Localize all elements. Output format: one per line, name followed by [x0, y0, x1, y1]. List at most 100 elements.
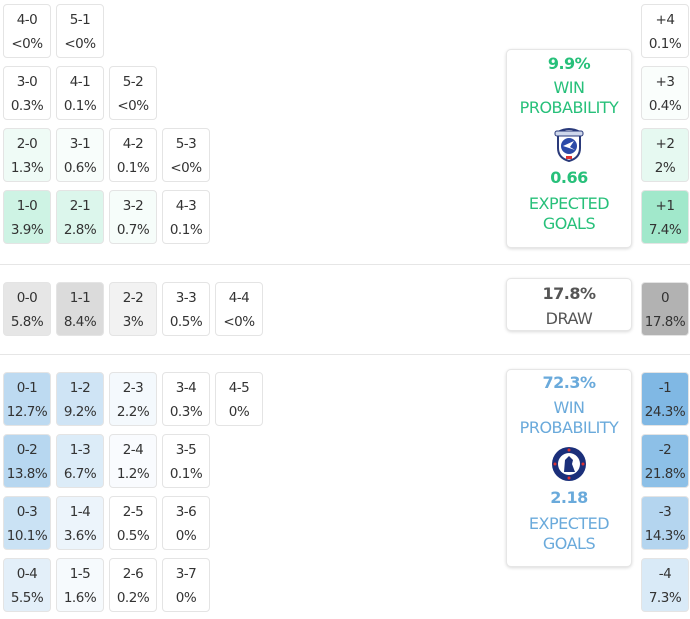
chelsea-crest-icon	[552, 447, 586, 481]
score-label: 1-5	[69, 566, 91, 582]
away-margin-cell: -4 7.3%	[641, 558, 689, 612]
probability-label: 13.8%	[6, 466, 48, 482]
home-score-cell: 1-0 3.9%	[3, 190, 51, 244]
away-margin-cell: -3 14.3%	[641, 496, 689, 550]
draw-score-cell: 1-1 8.4%	[56, 282, 104, 336]
home-win-label-2: PROBABILITY	[519, 98, 619, 117]
draw-card: 17.8% DRAW	[506, 278, 632, 331]
home-score-cell: 5-1 <0%	[56, 4, 104, 58]
probability-label: 14.3%	[644, 528, 686, 544]
draw-pct: 17.8%	[542, 284, 596, 303]
score-label: 4-0	[16, 12, 38, 28]
score-label: 1-1	[69, 290, 91, 306]
probability-label: 0.5%	[169, 314, 203, 330]
probability-label: 6.7%	[63, 466, 97, 482]
home-score-cell: 2-1 2.8%	[56, 190, 104, 244]
score-label: 4-5	[228, 380, 250, 396]
probability-label: 0.6%	[63, 160, 97, 176]
home-score-cell: 3-1 0.6%	[56, 128, 104, 182]
draw-score-cell: 3-3 0.5%	[162, 282, 210, 336]
home-margin-cell: +1 7.4%	[641, 190, 689, 244]
score-label: 3-2	[122, 198, 144, 214]
draw-score-cell: 4-4 <0%	[215, 282, 263, 336]
probability-label: 9.2%	[63, 404, 97, 420]
away-score-cell: 4-5 0%	[215, 372, 263, 426]
probability-label: 0.3%	[169, 404, 203, 420]
home-margin-cell: +3 0.4%	[641, 66, 689, 120]
home-score-cell: 5-2 <0%	[109, 66, 157, 120]
score-label: 0-1	[16, 380, 38, 396]
home-win-pct: 9.9%	[547, 54, 591, 73]
probability-label: 3.6%	[63, 528, 97, 544]
score-label: 4-1	[69, 74, 91, 90]
away-win-card: 72.3% WIN PROBABILITY 2.18 EXPECTED GOAL…	[506, 369, 632, 567]
probability-label: 5.5%	[10, 590, 44, 606]
probability-label: 21.8%	[644, 466, 686, 482]
home-xg-label: EXPECTED	[528, 194, 610, 213]
away-score-cell: 0-2 13.8%	[3, 434, 51, 488]
score-label: -2	[658, 442, 672, 458]
draw-score-cell: 0-0 5.8%	[3, 282, 51, 336]
probability-label: <0%	[64, 36, 96, 52]
score-label: -3	[658, 504, 672, 520]
home-margin-cell: +2 2%	[641, 128, 689, 182]
score-label: +2	[655, 136, 675, 152]
away-score-cell: 3-7 0%	[162, 558, 210, 612]
home-margin-cell: +4 0.1%	[641, 4, 689, 58]
score-label: 0-4	[16, 566, 38, 582]
home-score-cell: 2-0 1.3%	[3, 128, 51, 182]
away-score-cell: 2-5 0.5%	[109, 496, 157, 550]
home-xg: 0.66	[550, 168, 588, 187]
probability-label: 0.1%	[116, 160, 150, 176]
score-label: 2-4	[122, 442, 144, 458]
score-label: +3	[655, 74, 675, 90]
score-label: 4-3	[175, 198, 197, 214]
home-win-label: WIN	[553, 78, 585, 97]
home-score-cell: 4-1 0.1%	[56, 66, 104, 120]
probability-label: 1.2%	[116, 466, 150, 482]
probability-label: 0.7%	[116, 222, 150, 238]
score-label: 1-3	[69, 442, 91, 458]
home-score-cell: 3-2 0.7%	[109, 190, 157, 244]
probability-label: 1.3%	[10, 160, 44, 176]
probability-label: 7.4%	[648, 222, 682, 238]
score-label: 1-2	[69, 380, 91, 396]
away-margin-cell: -1 24.3%	[641, 372, 689, 426]
away-win-label-2: PROBABILITY	[519, 418, 619, 437]
score-label: 3-0	[16, 74, 38, 90]
score-label: 0	[660, 290, 670, 306]
score-label: 0-2	[16, 442, 38, 458]
probability-label: 5.8%	[10, 314, 44, 330]
probability-label: 0%	[228, 404, 250, 420]
home-score-cell: 5-3 <0%	[162, 128, 210, 182]
score-label: +4	[655, 12, 675, 28]
score-label: +1	[655, 198, 675, 214]
probability-label: 0.2%	[116, 590, 150, 606]
home-score-cell: 4-3 0.1%	[162, 190, 210, 244]
score-label: 5-2	[122, 74, 144, 90]
probability-label: <0%	[117, 98, 149, 114]
away-score-cell: 0-1 12.7%	[3, 372, 51, 426]
away-xg-label-2: GOALS	[542, 534, 596, 553]
score-label: 5-3	[175, 136, 197, 152]
away-win-label: WIN	[553, 398, 585, 417]
probability-label: 0%	[175, 528, 197, 544]
score-label: 2-2	[122, 290, 144, 306]
away-win-pct: 72.3%	[542, 373, 596, 392]
score-label: 4-4	[228, 290, 250, 306]
score-label: 0-0	[16, 290, 38, 306]
away-score-cell: 0-4 5.5%	[3, 558, 51, 612]
home-score-cell: 3-0 0.3%	[3, 66, 51, 120]
probability-label: 0.5%	[116, 528, 150, 544]
score-label: -1	[658, 380, 672, 396]
cardiff-crest-icon	[554, 128, 584, 162]
home-score-cell: 4-2 0.1%	[109, 128, 157, 182]
away-score-cell: 0-3 10.1%	[3, 496, 51, 550]
away-score-cell: 3-4 0.3%	[162, 372, 210, 426]
away-score-cell: 2-3 2.2%	[109, 372, 157, 426]
probability-label: 8.4%	[63, 314, 97, 330]
score-label: 3-3	[175, 290, 197, 306]
probability-label: <0%	[223, 314, 255, 330]
score-label: 2-3	[122, 380, 144, 396]
away-score-cell: 1-5 1.6%	[56, 558, 104, 612]
